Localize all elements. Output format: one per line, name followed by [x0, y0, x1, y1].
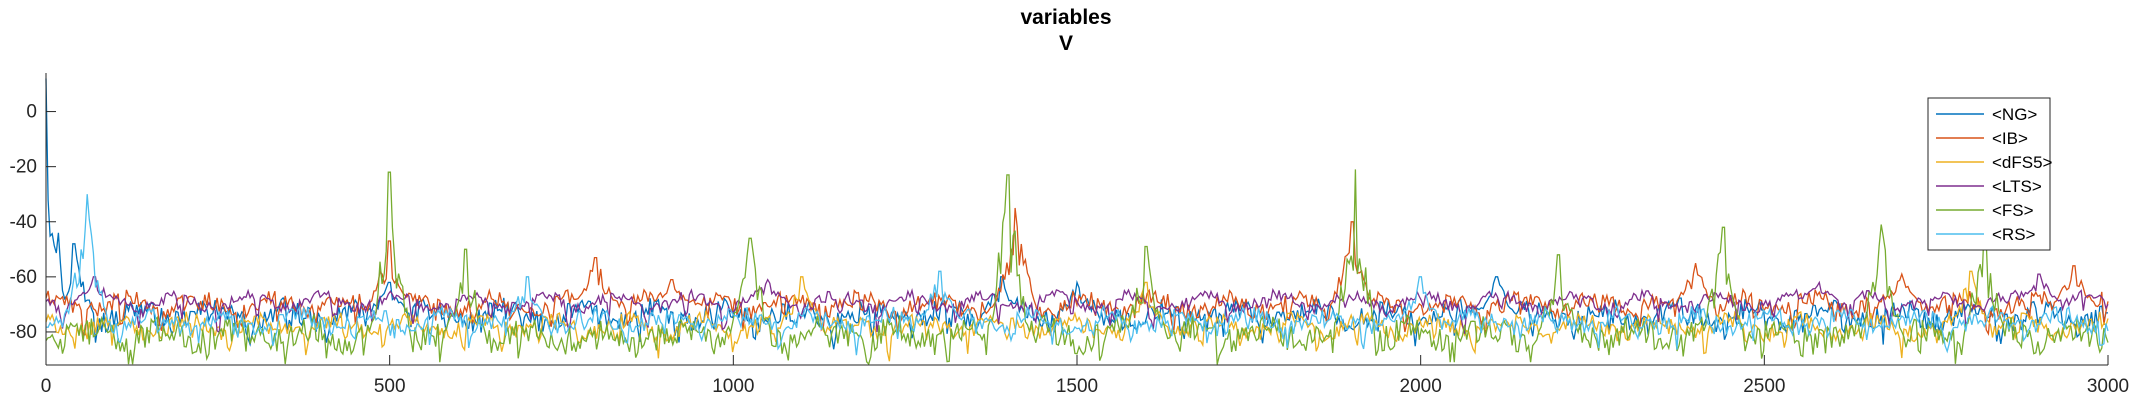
- chart-subtitle: V: [1059, 32, 1073, 55]
- x-tick-label: 1500: [1056, 376, 1098, 397]
- x-tick-label: 0: [41, 376, 52, 397]
- y-tick-label: 0: [26, 102, 37, 123]
- series-lines: [45, 78, 2109, 366]
- x-tick-label: 500: [374, 376, 406, 397]
- series-line: [45, 273, 2109, 334]
- chart-title: variables: [1020, 6, 1111, 29]
- legend-entry: <LTS>: [1992, 177, 2042, 196]
- y-tick-label: -20: [10, 157, 37, 178]
- legend-entry: <NG>: [1992, 105, 2037, 124]
- legend-entry: <FS>: [1992, 201, 2034, 220]
- x-tick-label: 2500: [1743, 376, 1785, 397]
- x-tick-label: 2000: [1400, 376, 1442, 397]
- y-tick-label: -40: [10, 212, 37, 233]
- legend-entry: <RS>: [1992, 225, 2036, 244]
- x-tick-label: 1000: [712, 376, 754, 397]
- legend-entry: <dFS5>: [1992, 153, 2053, 172]
- legend-entry: <IB>: [1992, 129, 2028, 148]
- series-line: [45, 194, 2109, 356]
- y-tick-label: -80: [10, 322, 37, 343]
- series-line: [45, 169, 2109, 366]
- y-tick-label: -60: [10, 267, 37, 288]
- legend-box: [1927, 97, 2051, 251]
- legend: <NG> <IB> <dFS5> <LTS> <FS> <RS>: [1927, 97, 2053, 251]
- axes: 0 500 1000 1500 2000 2500 3000 0 -20 -40 -60 -80: [10, 73, 2129, 397]
- x-tick-label: 3000: [2087, 376, 2129, 397]
- series-line: [45, 78, 2109, 350]
